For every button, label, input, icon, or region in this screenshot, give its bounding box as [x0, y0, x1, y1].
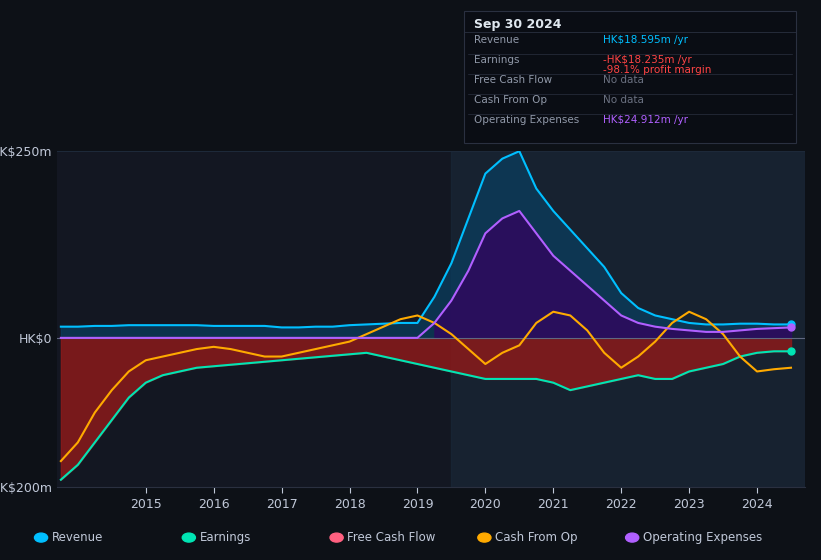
Text: Operating Expenses: Operating Expenses — [474, 115, 579, 125]
Text: Cash From Op: Cash From Op — [474, 95, 547, 105]
Text: No data: No data — [603, 75, 644, 85]
Text: Operating Expenses: Operating Expenses — [643, 531, 762, 544]
Text: -HK$18.235m /yr: -HK$18.235m /yr — [603, 55, 692, 66]
Bar — [452, 151, 805, 487]
Text: Sep 30 2024: Sep 30 2024 — [474, 18, 562, 31]
Text: HK$18.595m /yr: HK$18.595m /yr — [603, 35, 689, 45]
Text: Earnings: Earnings — [474, 55, 519, 66]
Text: Earnings: Earnings — [200, 531, 251, 544]
Text: No data: No data — [603, 95, 644, 105]
Text: HK$24.912m /yr: HK$24.912m /yr — [603, 115, 689, 125]
Text: Cash From Op: Cash From Op — [495, 531, 577, 544]
Text: -98.1% profit margin: -98.1% profit margin — [603, 65, 712, 75]
Text: Revenue: Revenue — [474, 35, 519, 45]
Text: Revenue: Revenue — [52, 531, 103, 544]
Text: Free Cash Flow: Free Cash Flow — [347, 531, 436, 544]
Text: Free Cash Flow: Free Cash Flow — [474, 75, 552, 85]
